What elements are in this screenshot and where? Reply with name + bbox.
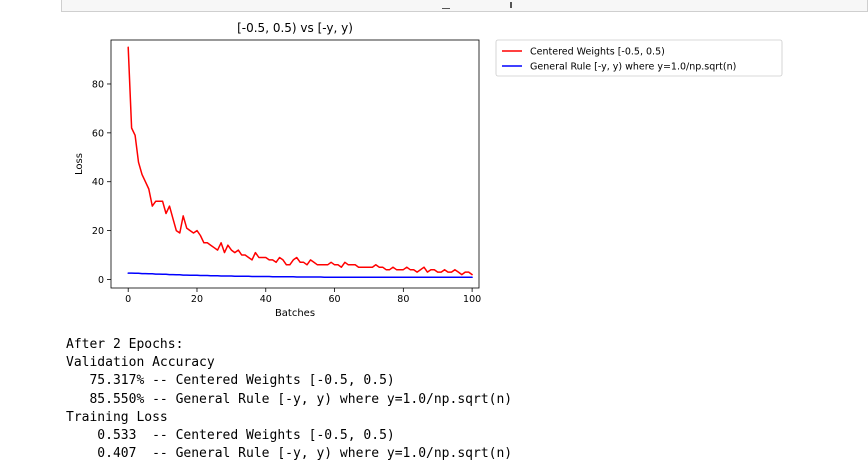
- output-line-validation-centered: 75.317% -- Centered Weights [-0.5, 0.5): [66, 373, 395, 389]
- output-line-training-general: 0.407 -- General Rule [-y, y) where y=1.…: [66, 446, 513, 462]
- legend-label-2: General Rule [-y, y) where y=1.0/np.sqrt…: [530, 62, 736, 73]
- series-line-1: [127, 46, 473, 276]
- legend-frame: [495, 39, 783, 77]
- legend: Centered Weights [-0.5, 0.5) General Rule…: [495, 39, 783, 77]
- code-fragment-tick: [510, 2, 512, 8]
- output-line-training-heading: Training Loss: [66, 409, 168, 425]
- output-line-training-centered: 0.533 -- Centered Weights [-0.5, 0.5): [66, 428, 395, 444]
- y-tick-label: 0: [98, 275, 104, 286]
- y-axis-label: Loss: [74, 153, 85, 175]
- y-axis: 0 20 40 60 80: [92, 79, 111, 286]
- series-layer: [127, 46, 473, 278]
- series-line-2: [127, 272, 473, 278]
- output-line-epochs: After 2 Epochs:: [66, 337, 184, 352]
- x-tick-label: 80: [397, 294, 409, 305]
- chart-title: [-0.5, 0.5) vs [-y, y): [237, 21, 353, 35]
- x-tick-label: 100: [463, 294, 481, 305]
- x-tick-label: 0: [125, 294, 131, 305]
- output-line-validation-heading: Validation Accuracy: [66, 355, 215, 371]
- legend-label-1: Centered Weights [-0.5, 0.5): [530, 47, 665, 58]
- y-tick-label: 80: [92, 79, 104, 90]
- cell-output: After 2 Epochs: Validation Accuracy 75.3…: [66, 336, 512, 463]
- code-fragment-dash: [442, 8, 450, 9]
- x-tick-label: 20: [191, 294, 203, 305]
- loss-chart: [-0.5, 0.5) vs [-y, y) 0 20 40 60 80 100 0 20 4…: [74, 21, 783, 319]
- y-tick-label: 20: [92, 226, 104, 237]
- x-tick-label: 40: [260, 294, 272, 305]
- x-axis: 0 20 40 60 80 100: [125, 288, 481, 305]
- x-tick-label: 60: [329, 294, 341, 305]
- x-axis-label: Batches: [275, 308, 315, 319]
- y-tick-label: 40: [92, 177, 104, 188]
- plot-area: [110, 39, 480, 289]
- output-line-validation-general: 85.550% -- General Rule [-y, y) where y=…: [66, 391, 513, 407]
- y-tick-label: 60: [92, 128, 104, 139]
